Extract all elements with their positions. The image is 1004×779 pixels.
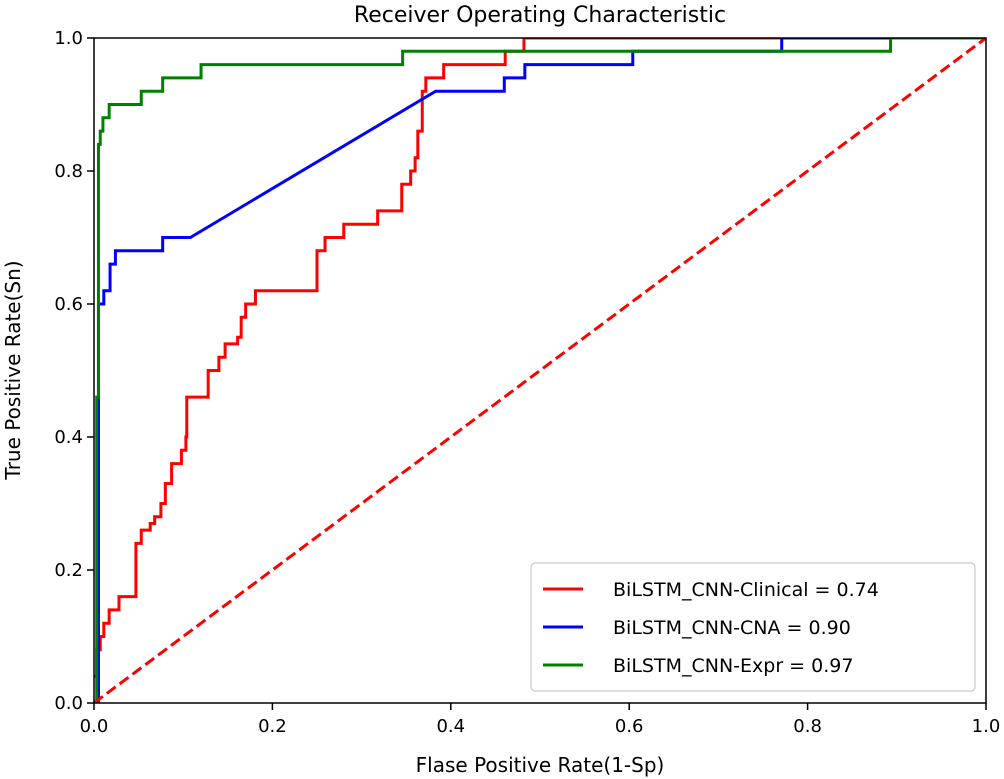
x-tick-label-2: 0.4 xyxy=(436,716,465,737)
legend-label-3: BiLSTM_CNN-Expr = 0.97 xyxy=(613,655,853,677)
x-tick-label-0: 0.0 xyxy=(80,716,109,737)
series-line-3 xyxy=(94,38,986,703)
x-tick-label-1: 0.2 xyxy=(258,716,287,737)
x-tick-label-3: 0.6 xyxy=(615,716,644,737)
y-tick-label-4: 0.8 xyxy=(54,161,83,182)
plot-frame xyxy=(93,37,987,704)
legend-box xyxy=(530,562,976,692)
plot-area xyxy=(94,38,986,703)
series-line-1 xyxy=(94,38,986,678)
y-tick-label-2: 0.4 xyxy=(54,427,83,448)
y-tick-label-5: 1.0 xyxy=(54,28,83,49)
y-tick-label-0: 0.0 xyxy=(54,693,83,714)
axes: 0.0 0.2 0.4 0.6 0.8 1.0 0.0 0.2 0.4 0.6 0.8 1.0 xyxy=(54,28,1000,737)
x-tick-label-5: 1.0 xyxy=(972,716,1001,737)
chance-diagonal-line xyxy=(94,38,986,703)
y-tick-label-3: 0.6 xyxy=(54,294,83,315)
x-tick-label-4: 0.8 xyxy=(793,716,822,737)
x-axis-label: Flase Positive Rate(1-Sp) xyxy=(416,753,665,777)
y-axis-label: True Positive Rate(Sn) xyxy=(1,260,25,480)
y-tick-label-1: 0.2 xyxy=(54,560,83,581)
legend: BiLSTM_CNN-Clinical = 0.74 BiLSTM_CNN-CNA… xyxy=(530,562,976,692)
legend-label-2: BiLSTM_CNN-CNA = 0.90 xyxy=(613,617,851,639)
legend-label-1: BiLSTM_CNN-Clinical = 0.74 xyxy=(613,579,879,601)
chart-title: Receiver Operating Characteristic xyxy=(354,3,726,28)
